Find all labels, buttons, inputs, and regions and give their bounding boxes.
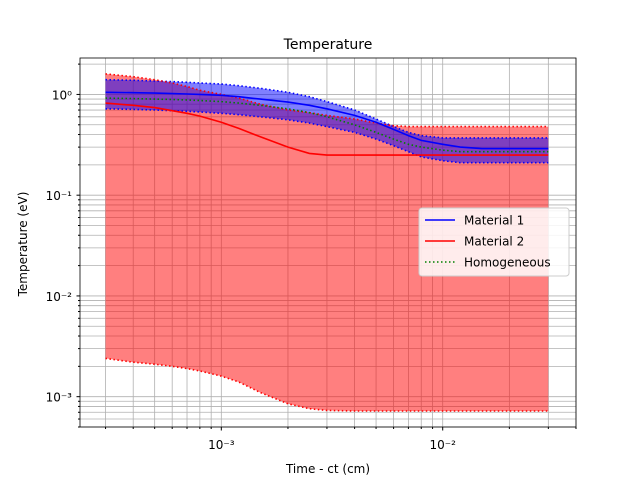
band-lower-edge-material-2 [105,357,549,412]
y-tick-label: 10⁰ [52,88,72,102]
x-tick-label: 10⁻² [429,438,456,452]
legend: Material 1 Material 2 Homogeneous [418,207,570,277]
axis-ticks: 10⁻³ 10⁻² 10⁻³ 10⁻² 10⁻¹ 10⁰ [46,63,577,452]
band-material-1 [105,79,549,163]
legend-box [418,207,570,277]
chart-title: Temperature [283,37,373,53]
series-lines [105,73,549,412]
legend-label-material-1: Material 1 [464,214,524,228]
x-tick-label: 10⁻³ [208,438,235,452]
series-line-homogeneous [105,97,549,153]
legend-label-material-2: Material 2 [464,235,524,249]
band-upper-edge-material-2 [105,73,549,128]
plot-frame [79,57,577,428]
y-tick-label: 10⁻¹ [46,189,73,203]
uncertainty-bands [105,73,549,412]
y-tick-label: 10⁻³ [46,391,73,405]
legend-label-homogeneous: Homogeneous [464,256,551,270]
series-line-material-2 [105,102,549,156]
y-axis-label: Temperature (eV) [16,192,30,298]
band-lower-edge-material-1 [105,108,549,164]
x-axis-label: Time - ct (cm) [285,462,370,476]
band-upper-edge-material-1 [105,78,549,139]
series-line-material-1 [105,91,549,150]
y-tick-label: 10⁻² [46,290,73,304]
